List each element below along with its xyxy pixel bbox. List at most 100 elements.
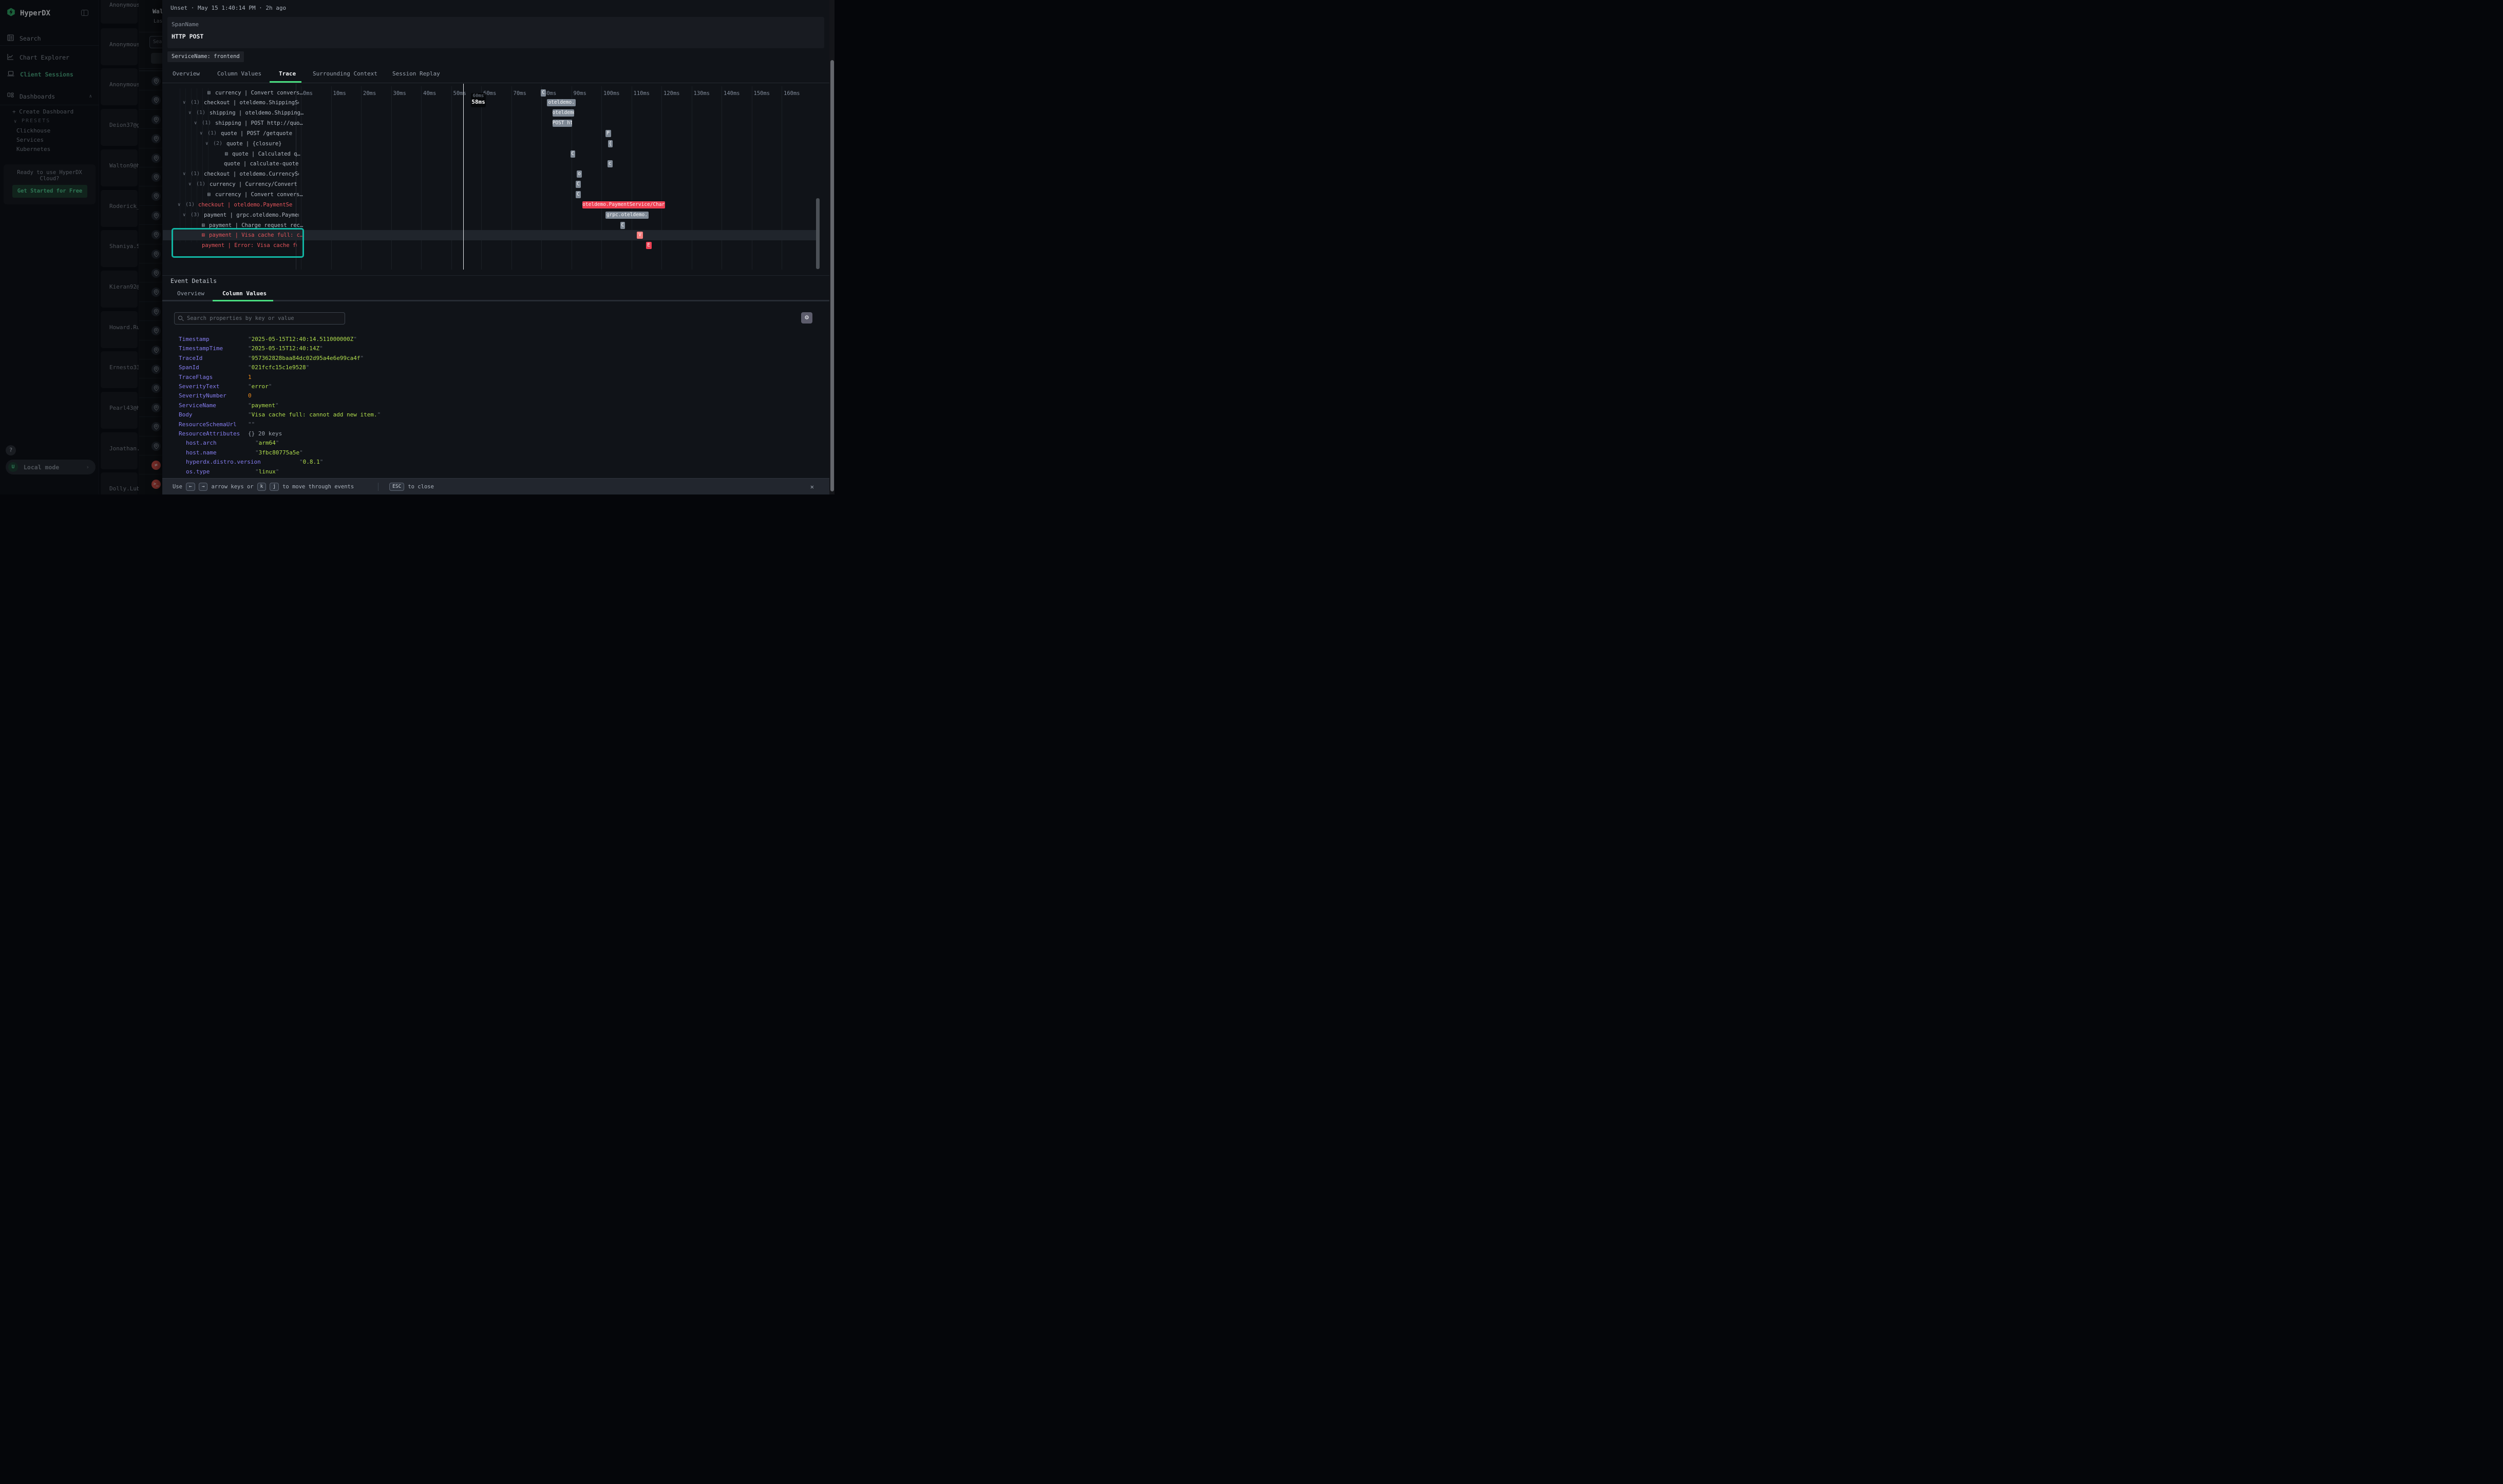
trace-span-row[interactable]: ∨ (2) quote | {closure} — [162, 139, 458, 149]
span-duration-bar[interactable]: C — [540, 89, 546, 97]
trace-span-row[interactable]: ▤ currency | Convert convers… — [162, 189, 458, 200]
trace-span-row[interactable]: payment | Error: Visa cache ful… — [162, 240, 458, 251]
sidebar-item-chart-explorer[interactable]: Chart Explorer — [0, 50, 99, 65]
property-row[interactable]: ResourceSchemaUrl "" — [162, 421, 829, 430]
trace-span-row[interactable]: ▤ quote | Calculated q… — [162, 149, 458, 159]
session-event-row[interactable] — [139, 167, 163, 186]
create-dashboard-button[interactable]: + Create Dashboard — [12, 108, 74, 115]
span-duration-bar[interactable]: o — [577, 170, 582, 178]
session-event-row[interactable] — [139, 186, 163, 205]
chevron-down-icon[interactable]: ∨ — [188, 182, 192, 187]
page-scrollbar[interactable] — [829, 0, 835, 494]
span-duration-bar[interactable]: E — [646, 242, 652, 250]
help-button[interactable]: ? — [6, 445, 16, 455]
property-row[interactable]: TraceFlags 1 — [162, 374, 829, 383]
session-event-row[interactable] — [139, 243, 163, 263]
session-event-row[interactable] — [139, 128, 163, 147]
span-duration-bar[interactable]: c — [607, 160, 613, 168]
property-row[interactable]: Timestamp "2025-05-15T12:40:14.511000000Z… — [162, 336, 829, 345]
session-event-row[interactable]: >_ — [139, 474, 163, 493]
trace-span-row[interactable]: quote | calculate-quote — [162, 159, 458, 169]
tab-session-replay[interactable]: Session Replay — [392, 70, 440, 77]
session-event-row[interactable] — [139, 320, 163, 339]
sidebar-item-dashboards[interactable]: Dashboards ∧ — [0, 89, 99, 104]
property-row[interactable]: Body "Visa cache full: cannot add new ite… — [162, 411, 829, 421]
trace-span-row[interactable]: ∨ (1) currency | Currency/Convert — [162, 179, 458, 189]
close-icon[interactable]: ✕ — [810, 483, 814, 490]
session-list-item[interactable]: Anonymous — [101, 0, 139, 24]
service-name-chip[interactable]: ServiceName: frontend — [167, 51, 244, 62]
trace-span-row[interactable]: ∨ (1) checkout | oteldemo.ShippingSe… — [162, 98, 458, 108]
get-started-button[interactable]: Get Started for Free — [12, 185, 87, 198]
property-row[interactable]: host.name "3fbc80775a5e" — [162, 449, 829, 459]
property-row[interactable]: hyperdx.distro.version "0.8.1" — [162, 459, 829, 468]
property-row[interactable]: SeverityNumber 0 — [162, 392, 829, 402]
tab-trace[interactable]: Trace — [279, 70, 296, 77]
session-event-row[interactable] — [139, 71, 163, 90]
session-event-row[interactable] — [139, 109, 163, 128]
span-duration-bar[interactable]: POST ht — [552, 120, 573, 127]
property-row[interactable]: TimestampTime "2025-05-15T12:40:14Z" — [162, 345, 829, 354]
span-duration-bar[interactable]: oteldemo.PaymentService/Char — [582, 201, 665, 208]
span-duration-bar[interactable]: oteldemo — [552, 109, 575, 117]
session-event-row[interactable] — [139, 397, 163, 416]
span-duration-bar[interactable]: C — [575, 181, 581, 188]
session-list-item[interactable]: Shaniya.Sc — [101, 230, 139, 268]
brand[interactable]: HyperDX — [7, 8, 50, 18]
trace-span-row[interactable]: ∨ (1)checkout | oteldemo.PaymentServi… — [162, 200, 458, 210]
property-row[interactable]: ServiceName "payment" — [162, 402, 829, 411]
trace-span-row[interactable]: ▤ payment | Charge request rec… — [162, 220, 458, 231]
preset-services[interactable]: Services — [16, 137, 44, 143]
session-list-item[interactable]: Anonymous — [101, 68, 139, 106]
chevron-down-icon[interactable]: ∨ — [183, 212, 186, 218]
session-list-item[interactable]: Roderick_S — [101, 189, 139, 227]
property-search-input[interactable] — [174, 312, 345, 325]
session-event-row[interactable] — [139, 435, 163, 455]
session-list-item[interactable]: Deion37@gm — [101, 109, 139, 146]
session-list-item[interactable]: Jonathan.B — [101, 432, 139, 469]
trace-span-row[interactable]: ∨ (3) payment | grpc.oteldemo.Paymen… — [162, 210, 458, 220]
property-row[interactable]: SpanId "021fcfc15c1e9528" — [162, 364, 829, 373]
span-duration-bar[interactable]: C — [575, 191, 581, 198]
waterfall-scrollbar[interactable] — [816, 198, 820, 269]
session-event-row[interactable] — [139, 339, 163, 359]
session-event-row[interactable] — [139, 301, 163, 320]
session-event-row[interactable] — [139, 147, 163, 167]
trace-span-row[interactable]: ▤ payment | Visa cache full: c… — [162, 230, 458, 240]
session-list-item[interactable]: Ernesto33@ — [101, 351, 139, 389]
preset-kubernetes[interactable]: Kubernetes — [16, 146, 51, 153]
span-duration-bar[interactable]: grpc.oteldemo. — [605, 211, 649, 219]
sidebar-collapse-icon[interactable] — [81, 10, 88, 16]
property-row[interactable]: host.arch "arm64" — [162, 440, 829, 449]
presets-label[interactable]: PRESETS — [22, 118, 51, 124]
tab-surrounding-context[interactable]: Surrounding Context — [313, 70, 377, 77]
session-event-row[interactable]: ⇄ — [139, 455, 163, 474]
tab-column-values[interactable]: Column Values — [217, 70, 262, 77]
span-duration-bar[interactable]: { — [608, 140, 613, 147]
property-row[interactable]: SeverityText "error" — [162, 383, 829, 392]
session-list-item[interactable]: Walton9@ho — [101, 149, 139, 186]
property-row[interactable]: os.type "linux" — [162, 468, 829, 478]
chevron-down-icon[interactable]: ∨ — [183, 172, 186, 177]
chevron-down-icon[interactable]: ∨ — [205, 141, 208, 146]
trace-span-row[interactable]: ∨ (1) quote | POST /getquote — [162, 128, 458, 139]
session-event-row[interactable] — [139, 205, 163, 224]
chevron-down-icon[interactable]: ∨ — [194, 121, 197, 126]
session-event-row[interactable] — [139, 359, 163, 378]
gear-icon[interactable]: ⚙ — [801, 312, 812, 324]
session-event-row[interactable] — [139, 378, 163, 397]
span-duration-bar[interactable]: V — [637, 232, 643, 239]
preset-clickhouse[interactable]: Clickhouse — [16, 127, 51, 134]
trace-span-row[interactable]: ∨ (1) checkout | oteldemo.CurrencySe… — [162, 169, 458, 179]
event-tab-column-values[interactable]: Column Values — [222, 290, 267, 297]
tab-overview[interactable]: Overview — [173, 70, 200, 77]
chevron-down-icon[interactable]: ∨ — [178, 202, 181, 207]
session-list-item[interactable]: Anonymous — [101, 28, 139, 65]
sidebar-item-search[interactable]: Search — [0, 31, 99, 46]
local-mode-button[interactable]: U Local mode › — [6, 460, 96, 474]
span-duration-bar[interactable]: oteldemo. — [547, 99, 576, 107]
sidebar-item-client-sessions[interactable]: Client Sessions — [0, 67, 99, 82]
property-row[interactable]: TraceId "957362828baa84dc02d95a4e6e99ca4f… — [162, 355, 829, 364]
span-duration-bar[interactable]: C — [620, 221, 625, 229]
session-event-row[interactable] — [139, 282, 163, 301]
